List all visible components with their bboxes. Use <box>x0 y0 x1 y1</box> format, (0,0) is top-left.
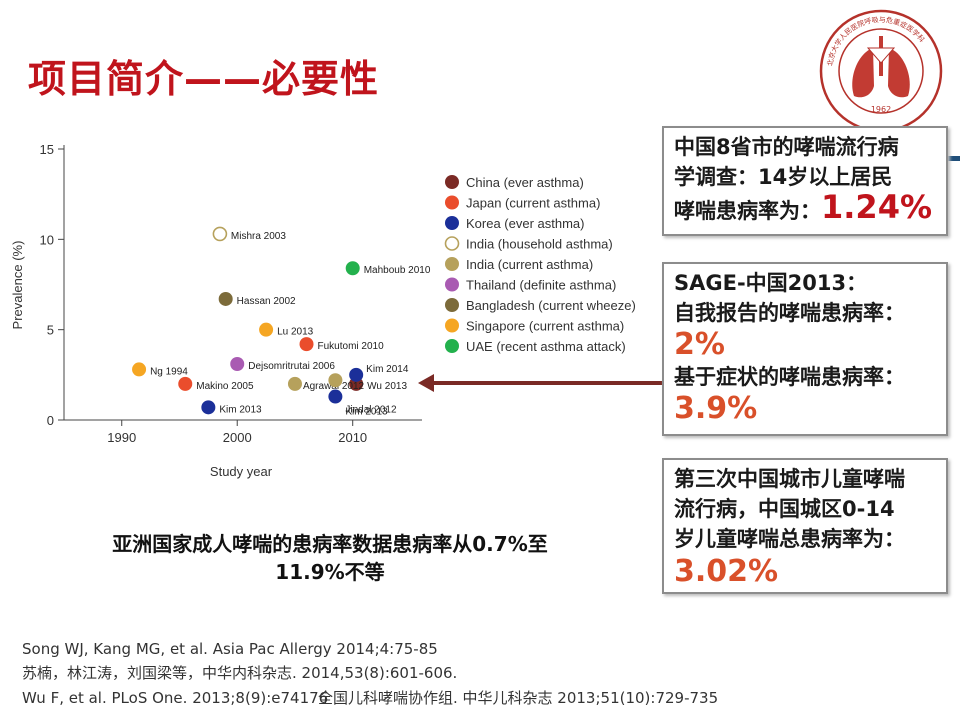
legend-label: Korea (ever asthma) <box>466 216 585 231</box>
data-point <box>218 291 233 306</box>
point-label: Kim 2013 <box>345 407 388 418</box>
legend-label: China (ever asthma) <box>466 175 584 190</box>
summary-text: 亚洲国家成人哮喘的患病率数据患病率从0.7%至 11.9%不等 <box>50 530 610 586</box>
legend-marker <box>445 257 459 271</box>
hospital-logo: 1962 北京大学人民医院呼吸与危重症医学科 <box>819 9 943 133</box>
svg-text:1962: 1962 <box>871 105 891 114</box>
reference-3: Wu F, et al. PLoS One. 2013;8(9):e74176 <box>22 689 329 707</box>
legend-marker <box>444 236 460 251</box>
stat-box-provinces: 中国8省市的哮喘流行病 学调查：14岁以上居民 哮喘患病率为：1.24% <box>662 126 948 236</box>
data-point <box>132 362 147 377</box>
box3-line3: 岁儿童哮喘总患病率为： <box>674 527 905 551</box>
legend-label: Japan (current asthma) <box>466 196 600 211</box>
box3-line2: 流行病，中国城区0-14 <box>674 497 895 521</box>
data-point <box>212 226 228 242</box>
box3-value: 3.02% <box>674 554 779 589</box>
box2-line3: 基于症状的哮喘患病率： <box>674 365 905 389</box>
data-point <box>349 367 364 382</box>
point-label: Lu 2013 <box>277 327 314 338</box>
legend-marker <box>445 318 459 333</box>
summary-line2: 11.9%不等 <box>275 560 385 584</box>
point-label: Makino 2005 <box>196 381 254 392</box>
point-label: Jindal 2012 <box>345 405 397 416</box>
legend-label: Thailand (definite asthma) <box>466 278 616 293</box>
y-tick-label: 5 <box>47 323 54 338</box>
legend-marker <box>445 195 459 210</box>
reference-1: Song WJ, Kang MG, et al. Asia Pac Allerg… <box>22 640 438 658</box>
data-point <box>178 376 193 391</box>
accent-bar <box>946 156 960 161</box>
x-tick-label: 1990 <box>107 430 136 445</box>
data-point <box>299 337 314 352</box>
x-axis-label: Study year <box>210 464 273 479</box>
box2-value2: 3.9% <box>674 391 758 426</box>
box3-line1: 第三次中国城市儿童哮喘 <box>674 467 905 491</box>
data-point <box>345 261 360 276</box>
point-label: Mishra 2003 <box>231 231 286 242</box>
data-point <box>201 400 216 415</box>
reference-2: 苏楠，林江涛，刘国梁等，中华内科杂志. 2014,53(8):601-606. <box>22 664 458 682</box>
point-label: Kim 2014 <box>366 364 409 375</box>
data-point <box>328 389 343 404</box>
point-label: Kim 2013 <box>219 404 262 415</box>
y-tick-label: 10 <box>40 232 54 247</box>
y-tick-label: 0 <box>47 413 54 428</box>
box1-value: 1.24% <box>821 188 933 226</box>
point-label: Hassan 2002 <box>237 296 296 307</box>
data-point <box>259 322 274 337</box>
point-label: Mahboub 2010 <box>364 265 431 276</box>
box1-line2: 学调查：14岁以上居民 <box>674 165 893 189</box>
data-point <box>230 356 245 371</box>
legend-marker <box>445 175 459 189</box>
legend-marker <box>445 216 459 230</box>
box2-line2: 自我报告的哮喘患病率： <box>674 301 905 325</box>
summary-line1: 亚洲国家成人哮喘的患病率数据患病率从0.7%至 <box>112 532 548 556</box>
point-label: Ng 1994 <box>150 366 188 377</box>
stat-box-children: 第三次中国城市儿童哮喘 流行病，中国城区0-14 岁儿童哮喘总患病率为： 3.0… <box>662 458 948 594</box>
legend-marker <box>445 339 459 353</box>
point-label: Wu 2013 <box>367 381 407 392</box>
box1-line3: 哮喘患病率为：1.24% <box>674 188 933 226</box>
legend-label: India (household asthma) <box>466 237 613 252</box>
legend-label: Bangladesh (current wheeze) <box>466 298 636 313</box>
data-point <box>328 373 343 388</box>
y-tick-label: 15 <box>40 142 54 157</box>
box2-line1: SAGE-中国2013： <box>674 271 868 295</box>
legend-marker <box>445 298 459 312</box>
legend-marker <box>445 277 459 292</box>
y-axis-label: Prevalence (%) <box>10 241 25 330</box>
slide-title: 项目简介——必要性 <box>28 57 380 101</box>
reference-4: 全国儿科哮喘协作组. 中华儿科杂志 2013;51(10):729-735 <box>318 689 719 707</box>
point-label: Fukutomi 2010 <box>318 341 385 352</box>
legend-label: UAE (recent asthma attack) <box>466 339 626 354</box>
box1-line1: 中国8省市的哮喘流行病 <box>674 135 899 159</box>
box2-value1: 2% <box>674 327 725 362</box>
data-point <box>287 376 302 391</box>
legend-label: India (current asthma) <box>466 257 593 272</box>
x-tick-label: 2000 <box>223 430 252 445</box>
prevalence-scatter-chart: 0 5 10 15 1990 2000 2010 Study year Prevalence (… <box>10 142 636 479</box>
legend-label: Singapore (current asthma) <box>466 319 624 334</box>
point-label: Dejsomritrutai 2006 <box>248 361 335 372</box>
x-tick-label: 2010 <box>338 430 367 445</box>
pointer-arrow <box>418 374 662 392</box>
stat-box-sage: SAGE-中国2013： 自我报告的哮喘患病率： 2% 基于症状的哮喘患病率： … <box>662 262 948 436</box>
